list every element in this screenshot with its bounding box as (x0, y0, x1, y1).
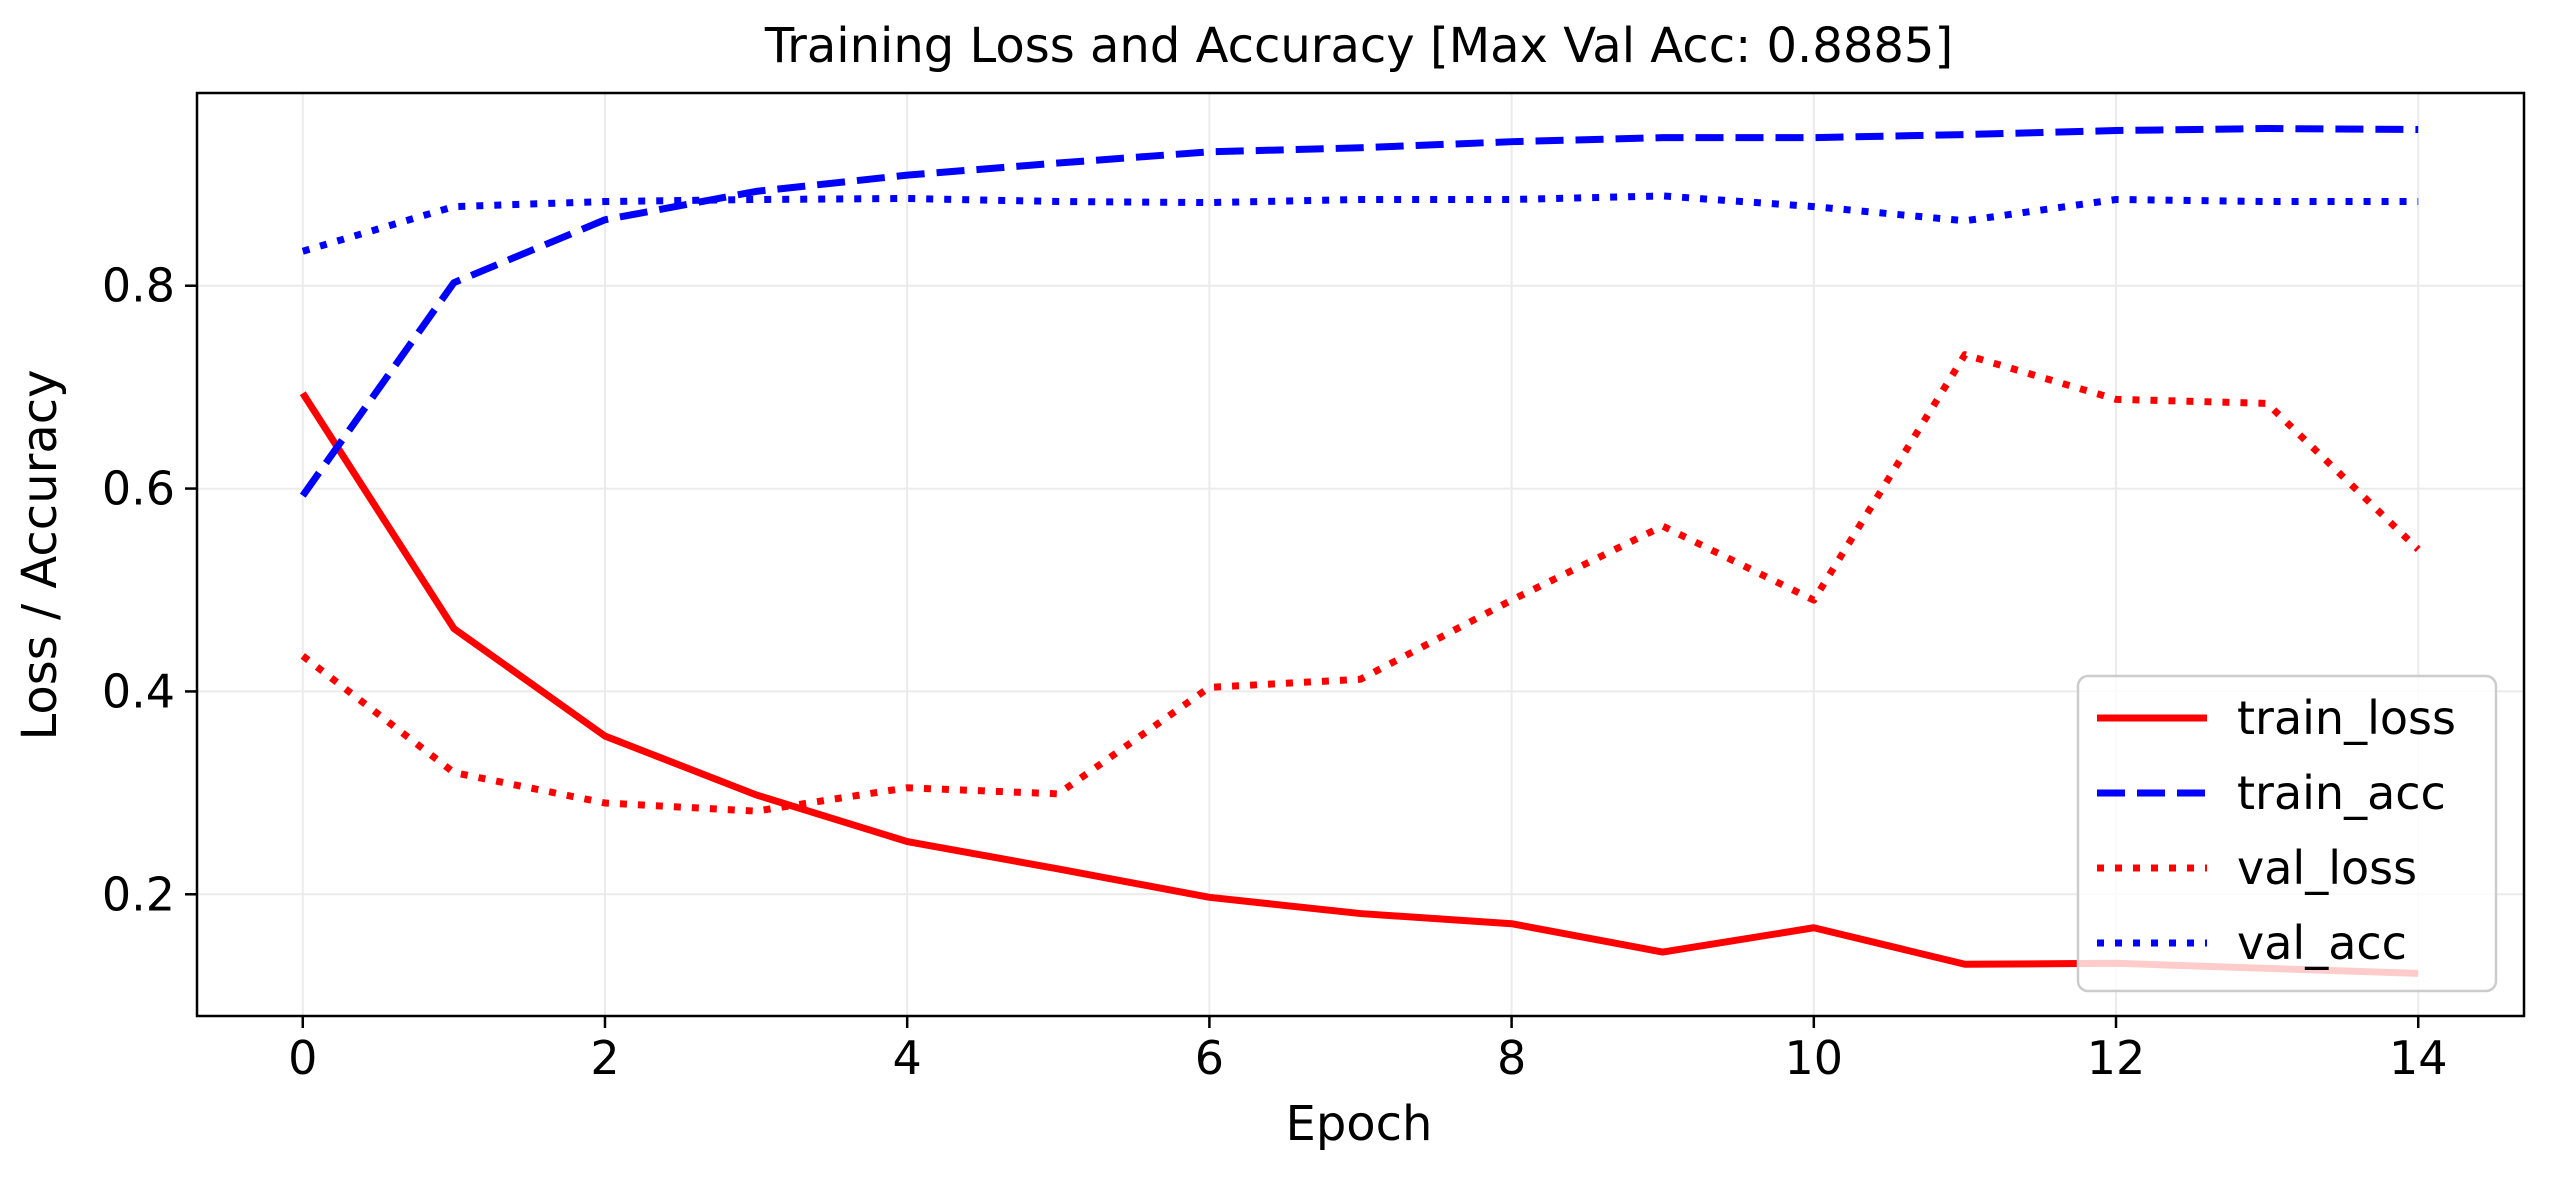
y-tick-label: 0.4 (102, 664, 175, 718)
x-tick-label: 4 (893, 1031, 922, 1085)
x-tick-label: 10 (1785, 1031, 1844, 1085)
series-line-train-acc (299, 125, 2419, 498)
series-line-train-loss (299, 391, 2419, 977)
x-tick-label: 6 (1195, 1031, 1224, 1085)
y-axis-label: Loss / Accuracy (12, 369, 68, 740)
plot-area (195, 91, 2526, 1018)
y-tick-label: 0.6 (102, 462, 175, 516)
series-group (299, 125, 2421, 977)
legend: train_loss train_acc val_loss val_acc (2076, 674, 2498, 993)
x-tick-label: 14 (2389, 1031, 2448, 1085)
series-line-val-loss (300, 351, 2421, 815)
axis-ticks: 0 2 4 6 8 10 12 14 0.2 0.4 0.6 0.8 (102, 259, 2448, 1085)
x-axis-label: Epoch (1286, 1096, 1433, 1152)
x-tick-label: 12 (2087, 1031, 2146, 1085)
y-tick-label: 0.8 (102, 259, 175, 313)
series-line-val-acc (301, 192, 2419, 255)
x-tick-label: 2 (590, 1031, 619, 1085)
x-tick-label: 8 (1497, 1031, 1526, 1085)
legend-box (2076, 674, 2498, 993)
legend-label: val_loss (2237, 841, 2417, 895)
legend-label: val_acc (2237, 916, 2407, 970)
legend-label: train_acc (2237, 766, 2446, 820)
y-tick-label: 0.2 (102, 867, 175, 921)
x-tick-label: 0 (288, 1031, 317, 1085)
chart-title: Training Loss and Accuracy [Max Val Acc:… (764, 18, 1953, 74)
legend-label: train_loss (2237, 691, 2456, 745)
